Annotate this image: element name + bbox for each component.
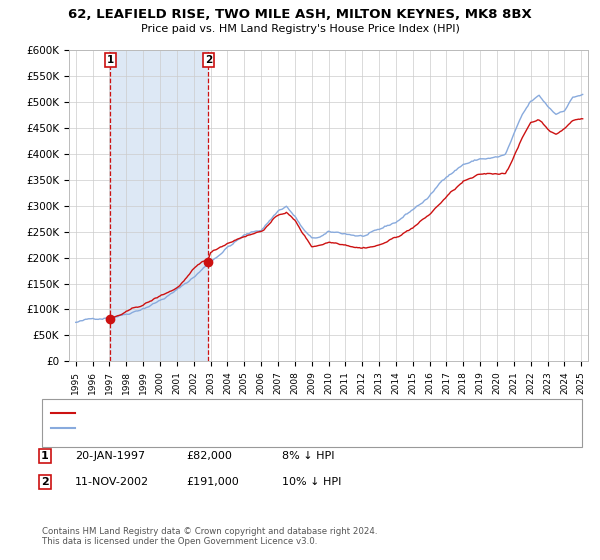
Text: £191,000: £191,000 [186, 477, 239, 487]
Text: 2: 2 [205, 55, 212, 65]
Text: HPI: Average price, detached house, Milton Keynes: HPI: Average price, detached house, Milt… [81, 423, 330, 433]
Text: 11-NOV-2002: 11-NOV-2002 [75, 477, 149, 487]
Text: 1: 1 [107, 55, 114, 65]
Text: 8% ↓ HPI: 8% ↓ HPI [282, 451, 335, 461]
Text: £82,000: £82,000 [186, 451, 232, 461]
Bar [110, 50, 208, 361]
Text: 62, LEAFIELD RISE, TWO MILE ASH, MILTON KEYNES, MK8 8BX (detached house): 62, LEAFIELD RISE, TWO MILE ASH, MILTON … [81, 408, 472, 418]
Text: Price paid vs. HM Land Registry's House Price Index (HPI): Price paid vs. HM Land Registry's House … [140, 24, 460, 34]
Text: Contains HM Land Registry data © Crown copyright and database right 2024.
This d: Contains HM Land Registry data © Crown c… [42, 526, 377, 546]
Text: 20-JAN-1997: 20-JAN-1997 [75, 451, 145, 461]
Text: 62, LEAFIELD RISE, TWO MILE ASH, MILTON KEYNES, MK8 8BX: 62, LEAFIELD RISE, TWO MILE ASH, MILTON … [68, 8, 532, 21]
Text: 1: 1 [41, 451, 49, 461]
Text: 10% ↓ HPI: 10% ↓ HPI [282, 477, 341, 487]
Text: 2: 2 [41, 477, 49, 487]
